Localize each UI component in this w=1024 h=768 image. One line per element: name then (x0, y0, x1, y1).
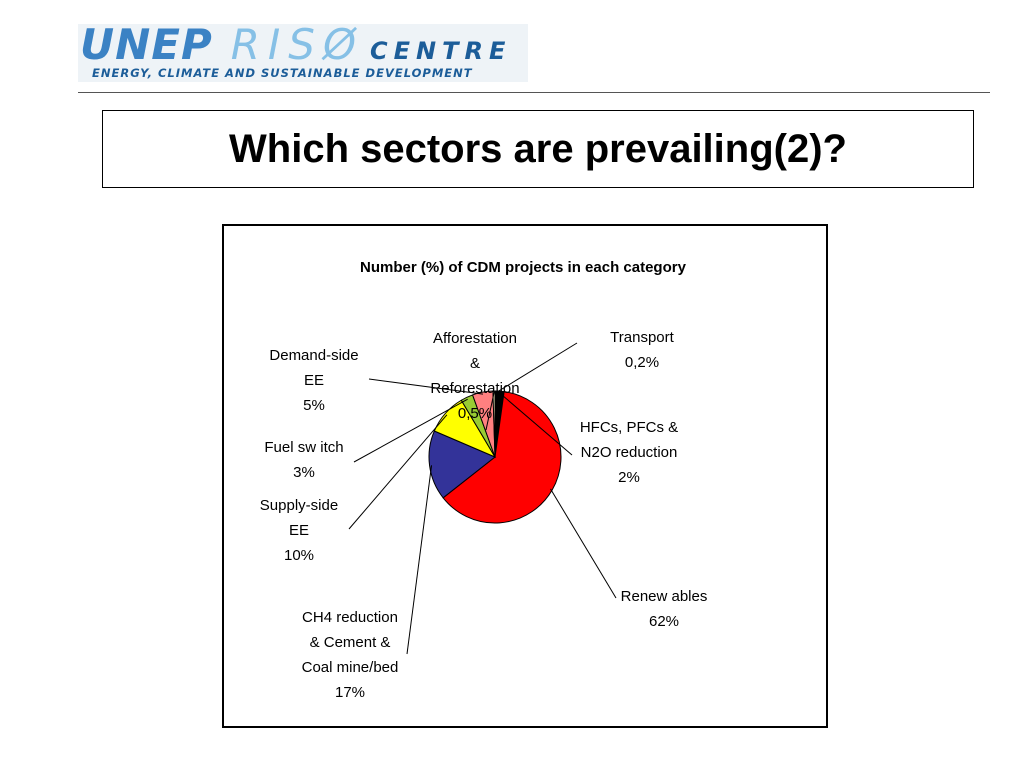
data-label-line: HFCs, PFCs & (580, 419, 678, 436)
logo-centre-text: CENTRE (370, 37, 512, 65)
unep-riso-logo: UNEP RISØ CENTRE ENERGY, CLIMATE AND SUSTA… (78, 20, 528, 82)
leader-line (495, 342, 578, 394)
leader-line (406, 465, 433, 655)
leader-line (499, 392, 573, 456)
pie-slice-afforestation-reforestation (492, 390, 496, 458)
data-label-line: N2O reduction (581, 444, 678, 461)
data-label-line: CH4 reduction (302, 609, 398, 626)
leader-line (485, 392, 495, 431)
data-label-line: Coal mine/bed (302, 659, 399, 676)
data-label-line: 5% (303, 397, 325, 414)
data-label: Renew ables 62% (621, 588, 708, 630)
data-label-line: 0,5% (458, 405, 492, 422)
leader-line (368, 378, 484, 395)
data-label-line: Reforestation (430, 380, 519, 397)
pie-slice-ch4-reduction-cement-coal-mine-bed (428, 430, 496, 499)
data-label-line: & Cement & (310, 634, 391, 651)
data-label: HFCs, PFCs & N2O reduction 2% (580, 419, 678, 486)
title-box: Which sectors are prevailing(2)? (102, 110, 974, 188)
leader-line (353, 398, 468, 463)
pie-slice-renewables (442, 391, 562, 524)
data-label-line: Fuel sw itch (264, 439, 343, 456)
data-label-line: Supply-side (260, 497, 338, 514)
data-label-line: 10% (284, 547, 314, 564)
pie-chart: Number (%) of CDM projects in each categ… (260, 259, 708, 701)
data-label-line: Renew ables (621, 588, 708, 605)
data-label-line: Transport (610, 329, 674, 346)
data-label: Fuel sw itch 3% (264, 439, 343, 481)
data-label-line: Demand-side (269, 347, 358, 364)
data-label-line: 3% (293, 464, 315, 481)
pie-chart-frame: Number (%) of CDM projects in each categ… (222, 224, 828, 728)
data-label-line: 0,2% (625, 354, 659, 371)
logo-riso-text: RISØ (230, 20, 365, 69)
data-label-line: 62% (649, 613, 679, 630)
slide-title: Which sectors are prevailing(2)? (229, 126, 847, 171)
data-label-line: EE (304, 372, 324, 389)
data-label: Transport 0,2% (610, 329, 674, 371)
logo-unep-text: UNEP (80, 20, 213, 69)
data-label: Demand-side EE 5% (269, 347, 358, 414)
header-divider (78, 92, 990, 93)
data-label-line: Afforestation (433, 330, 517, 347)
data-label-line: & (470, 355, 480, 372)
logo-wordmark: UNEP RISØ CENTRE (80, 20, 511, 69)
leader-line (550, 488, 617, 599)
data-label: Afforestation & Reforestation 0,5% (430, 330, 519, 422)
data-label-line: EE (289, 522, 309, 539)
data-label-line: 2% (618, 469, 640, 486)
chart-title: Number (%) of CDM projects in each categ… (360, 259, 687, 276)
data-label-line: 17% (335, 684, 365, 701)
logo-tagline: ENERGY, CLIMATE AND SUSTAINABLE DEVELOPM… (92, 66, 473, 80)
data-label: CH4 reduction & Cement & Coal mine/bed 17% (302, 609, 399, 701)
data-label: Supply-side EE 10% (260, 497, 338, 564)
leader-line (348, 414, 448, 530)
